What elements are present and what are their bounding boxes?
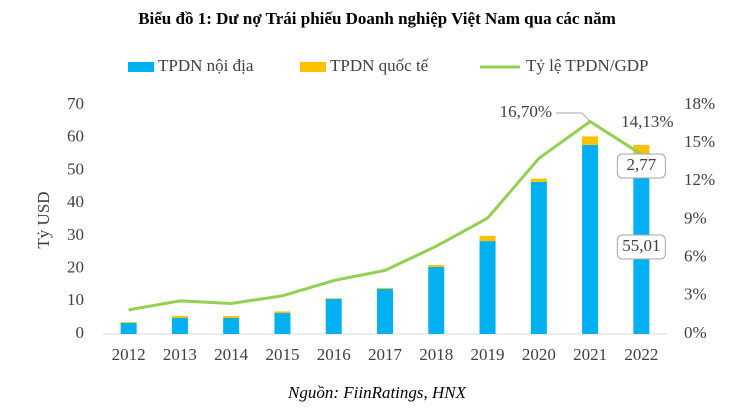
y2-tick-label: 3% <box>684 285 707 304</box>
y2-tick-label: 0% <box>684 323 707 342</box>
legend-swatch <box>300 62 326 72</box>
line <box>128 119 643 312</box>
x-tick-label: 2012 <box>112 345 146 364</box>
bar <box>428 266 445 334</box>
bar <box>428 264 445 267</box>
legend-label: TPDN quốc tế <box>330 56 429 75</box>
y-tick-label: 10 <box>67 290 84 309</box>
y-tick-label: 30 <box>67 225 84 244</box>
x-tick-label: 2013 <box>163 345 197 364</box>
bar <box>530 181 547 334</box>
y2-tick-label: 9% <box>684 208 707 227</box>
bar <box>633 144 650 155</box>
bar <box>223 316 240 318</box>
bar <box>325 298 342 299</box>
y2-tick-label: 12% <box>684 170 715 189</box>
bar <box>171 317 188 334</box>
label-box <box>616 234 666 260</box>
bar <box>479 235 496 242</box>
leader <box>556 112 591 122</box>
bar <box>120 321 137 323</box>
bar <box>274 313 291 334</box>
bar <box>274 311 291 314</box>
x-tick-label: 2015 <box>265 345 299 364</box>
bar <box>479 241 496 334</box>
bar <box>171 316 188 318</box>
bar <box>582 136 599 145</box>
y-tick-label: 40 <box>67 192 84 211</box>
x-tick-label: 2022 <box>624 345 658 364</box>
data-label: 14,13% <box>621 112 673 131</box>
x-tick-label: 2016 <box>317 345 351 364</box>
chart-title: Biểu đồ 1: Dư nợ Trái phiếu Doanh nghiệp… <box>138 9 616 28</box>
bar <box>377 287 393 289</box>
y-tick-label: 70 <box>67 94 84 113</box>
bar <box>582 144 599 334</box>
x-tick-label: 2017 <box>368 345 403 364</box>
bar <box>377 288 393 334</box>
y2-tick-label: 18% <box>684 94 715 113</box>
x-tick-label: 2014 <box>214 345 249 364</box>
x-tick-label: 2021 <box>573 345 607 364</box>
y2-tick-label: 15% <box>684 132 715 151</box>
y-axis-title: Tỷ USD <box>34 191 53 248</box>
bar <box>120 322 137 334</box>
y-tick-label: 20 <box>67 257 84 276</box>
source: Nguồn: FiinRatings, HNX <box>287 383 467 402</box>
data-label: 16,70% <box>500 102 552 121</box>
legend-label: TPDN nội địa <box>158 56 254 75</box>
y-tick-label: 0 <box>76 323 85 342</box>
bar <box>530 178 547 182</box>
y2-tick-label: 6% <box>684 247 707 266</box>
data-label: 2,77 <box>626 155 656 174</box>
legend-swatch <box>128 62 154 72</box>
bar <box>325 298 342 334</box>
y-tick-label: 50 <box>67 159 84 178</box>
data-label: 55,01 <box>622 236 660 255</box>
label-box <box>616 153 666 179</box>
x-tick-label: 2020 <box>522 345 556 364</box>
x-tick-label: 2018 <box>419 345 453 364</box>
bar <box>223 317 240 334</box>
y-tick-label: 60 <box>67 127 84 146</box>
x-tick-label: 2019 <box>471 345 505 364</box>
legend-label: Tỷ lệ TPDN/GDP <box>526 56 648 75</box>
